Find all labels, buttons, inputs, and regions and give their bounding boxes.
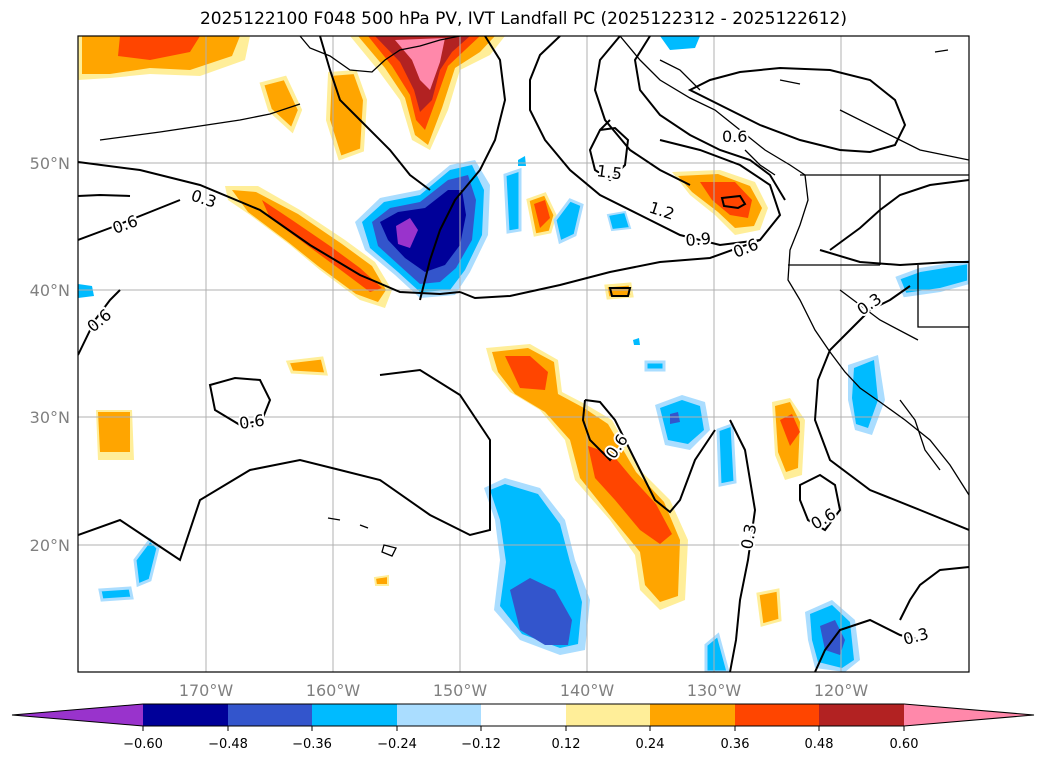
colorbar-tick: 0.60 [890,737,919,752]
colorbar-extend-left [12,704,143,726]
coastlines [99,36,969,557]
lon-label: 130°W [687,681,742,700]
colorbar-tick: −0.12 [461,737,501,752]
colorbar-tick: −0.60 [123,737,163,752]
lon-label: 140°W [560,681,615,700]
colorbar-tick: −0.48 [208,737,248,752]
lat-label: 50°N [30,154,70,173]
colorbar-tick: 0.12 [552,737,581,752]
lat-label: 30°N [30,408,70,427]
colorbar-tick: 0.48 [805,737,834,752]
colorbar-segment [397,704,481,726]
colorbar: −0.60 −0.48 −0.36 −0.24 −0.12 0.12 0.24 … [11,703,1035,752]
colorbar-segment [566,704,650,726]
colorbar-tick: −0.36 [292,737,332,752]
lat-label: 20°N [30,536,70,555]
colorbar-segment [650,704,735,726]
contour-label: 0.6 [722,127,747,146]
colorbar-segment [312,704,397,726]
colorbar-extend-right [904,704,1034,726]
contour-label: 0.6 [238,411,266,433]
lat-label: 40°N [30,281,70,300]
map-title: 2025122100 F048 500 hPa PV, IVT Landfall… [199,9,847,29]
contour-label: 1.5 [595,161,623,183]
colorbar-segment [481,704,566,726]
graticule [78,36,969,672]
colorbar-segment [228,704,312,726]
colorbar-tick: 0.24 [636,737,665,752]
contour-label: 0.9 [685,229,712,250]
colorbar-tick: −0.24 [377,737,417,752]
map-frame [77,35,970,673]
colorbar-segment [819,704,904,726]
colorbar-segment [143,704,228,726]
longitude-labels: 170°W 160°W 150°W 140°W 130°W 120°W [179,681,869,700]
lon-label: 120°W [814,681,869,700]
lon-label: 160°W [306,681,361,700]
lon-label: 170°W [179,681,234,700]
latitude-labels: 50°N 40°N 30°N 20°N [30,154,70,555]
lon-label: 150°W [433,681,488,700]
colorbar-segment [735,704,819,726]
colorbar-tick: 0.36 [721,737,750,752]
contour-lines [78,36,969,672]
